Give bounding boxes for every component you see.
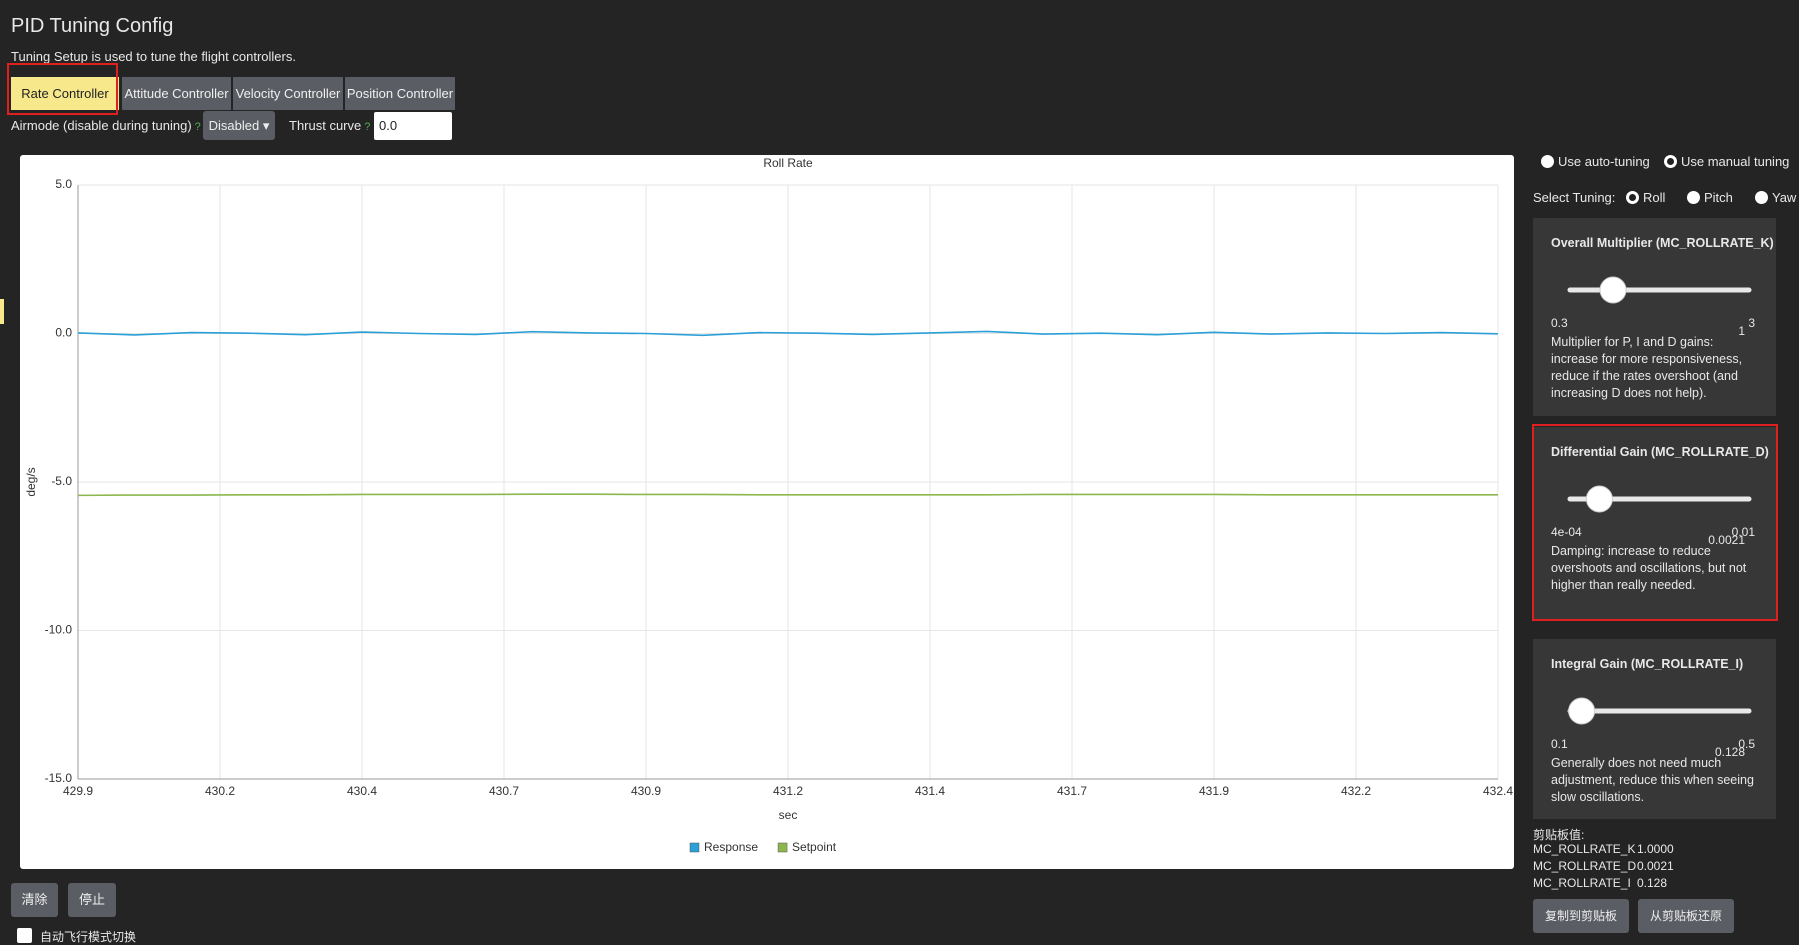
x-tick-label: 431.4 bbox=[915, 784, 945, 798]
y-tick-label: -10.0 bbox=[45, 623, 73, 637]
x-tick-label: 429.9 bbox=[63, 784, 93, 798]
stop-button[interactable]: 停止 bbox=[68, 883, 116, 917]
radio[interactable] bbox=[1626, 191, 1639, 204]
radio[interactable] bbox=[1664, 155, 1677, 168]
y-tick-label: -5.0 bbox=[51, 474, 72, 488]
airmode-label: Airmode (disable during tuning)? bbox=[11, 118, 201, 133]
slider-min: 4e-04 bbox=[1551, 525, 1582, 539]
slider-knob bbox=[1599, 276, 1627, 304]
restore-button[interactable]: 从剪贴板还原 bbox=[1638, 899, 1734, 933]
help-icon[interactable]: ? bbox=[364, 121, 371, 133]
clipboard-key: MC_ROLLRATE_D bbox=[1533, 859, 1637, 873]
chart-title: Roll Rate bbox=[763, 156, 813, 170]
y-tick-label: 5.0 bbox=[55, 177, 72, 191]
help-icon[interactable]: ? bbox=[194, 121, 201, 133]
side-marker bbox=[0, 299, 4, 324]
y-axis-label: deg/s bbox=[24, 467, 38, 496]
select-label: Select Tuning: bbox=[1533, 190, 1616, 205]
tab[interactable]: Position Controller bbox=[345, 77, 455, 110]
chart: Roll Rate -15.0 -10.0 -5.0 0.0 5.0 429.9 430.2 4… bbox=[20, 155, 1514, 869]
thrust-label: Thrust curve? bbox=[289, 118, 370, 133]
x-tick-label: 430.4 bbox=[347, 784, 377, 798]
dropdown-value: Disabled bbox=[208, 118, 260, 133]
tab[interactable]: Attitude Controller bbox=[122, 77, 231, 110]
clipboard-key: MC_ROLLRATE_I bbox=[1533, 876, 1631, 890]
slider-min: 0.1 bbox=[1551, 737, 1568, 751]
data-line bbox=[77, 493, 1498, 497]
slider-max: 3 bbox=[1748, 316, 1755, 330]
legend-swatch bbox=[689, 842, 700, 853]
radio-label: Yaw bbox=[1772, 190, 1797, 205]
copy-button[interactable]: 复制到剪贴板 bbox=[1533, 899, 1629, 933]
label-text: Thrust curve bbox=[289, 118, 362, 133]
x-tick-label: 432.2 bbox=[1341, 784, 1371, 798]
tab[interactable]: Velocity Controller bbox=[233, 77, 343, 110]
card-title: Integral Gain (MC_ROLLRATE_I) bbox=[1551, 657, 1744, 671]
clipboard-title: 剪贴板值: bbox=[1533, 828, 1585, 842]
slider-max: 0.01 bbox=[1732, 525, 1756, 539]
slider: 0.1 0.50.128 bbox=[1551, 697, 1755, 759]
x-tick-label: 431.7 bbox=[1057, 784, 1087, 798]
slider: 0.3 31 bbox=[1551, 276, 1755, 338]
slider-value: 0.0021 bbox=[1708, 533, 1745, 547]
label-text: Airmode (disable during tuning) bbox=[11, 118, 192, 133]
y-tick-label: 0.0 bbox=[55, 326, 72, 340]
legend-label: Response bbox=[704, 840, 758, 854]
y-tick-label: -15.0 bbox=[45, 771, 73, 785]
x-tick-label: 431.2 bbox=[773, 784, 803, 798]
x-tick-label: 430.2 bbox=[205, 784, 235, 798]
data-line bbox=[77, 330, 1499, 337]
slider-value: 0.128 bbox=[1715, 745, 1745, 759]
card-title: Overall Multiplier (MC_ROLLRATE_K) bbox=[1551, 236, 1774, 250]
clipboard-value: 0.0021 bbox=[1637, 859, 1674, 873]
clipboard-value: 0.128 bbox=[1637, 876, 1668, 890]
slider-knob bbox=[1585, 485, 1613, 513]
x-axis-label: sec bbox=[779, 808, 798, 822]
slider-max: 0.5 bbox=[1738, 737, 1755, 751]
clipboard-value: 1.0000 bbox=[1637, 842, 1674, 856]
radio-label: Pitch bbox=[1704, 190, 1733, 205]
card-title: Differential Gain (MC_ROLLRATE_D) bbox=[1551, 445, 1769, 459]
radio-label: Use auto-tuning bbox=[1558, 154, 1650, 169]
card-description: Generally does not need much adjustment,… bbox=[1551, 756, 1754, 804]
radio-label: Use manual tuning bbox=[1681, 154, 1790, 169]
card-description: Damping: increase to reduce overshoots a… bbox=[1551, 544, 1747, 592]
radio-label: Roll bbox=[1643, 190, 1666, 205]
clipboard-key: MC_ROLLRATE_K bbox=[1533, 842, 1636, 856]
tuning-card: Overall Multiplier (MC_ROLLRATE_K) 0.3 3 1 M… bbox=[1533, 218, 1776, 416]
slider: 4e-04 0.010.0021 bbox=[1551, 485, 1756, 547]
x-tick-label: 430.7 bbox=[489, 784, 519, 798]
x-tick-label: 431.9 bbox=[1199, 784, 1229, 798]
highlight-box bbox=[1532, 424, 1778, 621]
card-description: Multiplier for P, I and D gains: increas… bbox=[1551, 335, 1743, 400]
tab[interactable]: Rate Controller bbox=[11, 77, 119, 110]
slider-min: 0.3 bbox=[1551, 316, 1568, 330]
x-tick-label: 430.9 bbox=[631, 784, 661, 798]
thrust-input[interactable]: 0.0 bbox=[374, 112, 452, 140]
x-tick-label: 432.4 bbox=[1483, 784, 1513, 798]
highlight-box bbox=[7, 63, 118, 115]
checkbox[interactable] bbox=[17, 928, 32, 943]
radio[interactable] bbox=[1687, 191, 1700, 204]
slider-knob bbox=[1568, 697, 1596, 725]
radio[interactable] bbox=[1755, 191, 1768, 204]
tuning-card: Differential Gain (MC_ROLLRATE_D) 4e-04 0.… bbox=[1533, 427, 1776, 621]
page-title: PID Tuning Config bbox=[11, 15, 174, 37]
tuning-card: Integral Gain (MC_ROLLRATE_I) 0.1 0.5 0.128… bbox=[1533, 639, 1776, 819]
legend-swatch bbox=[777, 842, 788, 853]
slider-value: 1 bbox=[1738, 324, 1745, 338]
subtitle: Tuning Setup is used to tune the flight … bbox=[11, 49, 296, 64]
airmode-dropdown[interactable]: Disabled ▾ bbox=[203, 111, 275, 140]
checkbox-label: 自动飞行模式切换 bbox=[40, 930, 137, 944]
legend-label: Setpoint bbox=[792, 840, 837, 854]
clear-button[interactable]: 清除 bbox=[11, 883, 58, 917]
radio[interactable] bbox=[1541, 155, 1554, 168]
